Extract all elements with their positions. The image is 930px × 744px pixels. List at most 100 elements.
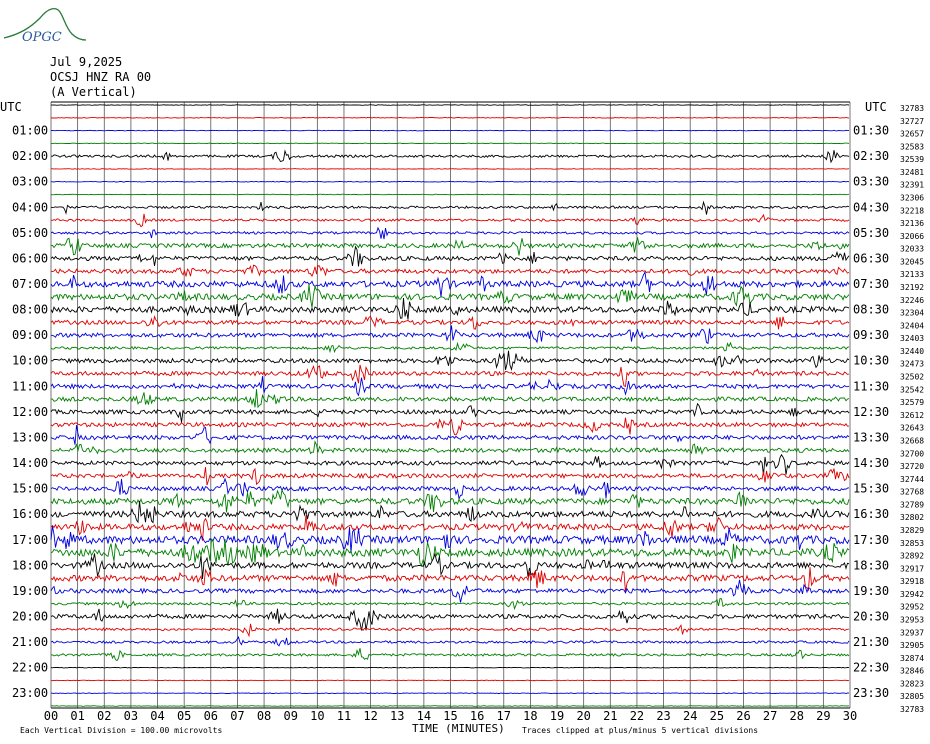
trace-offset-label: 32802 <box>900 513 924 522</box>
seismic-trace <box>50 341 850 354</box>
x-tick-label: 25 <box>710 709 724 723</box>
seismic-trace <box>50 129 849 132</box>
trace-offset-label: 32583 <box>900 142 924 151</box>
seismic-trace <box>50 180 850 183</box>
x-tick-label: 13 <box>390 709 404 723</box>
right-hour-label: 10:30 <box>853 354 889 368</box>
trace-offset-label: 32768 <box>900 488 924 497</box>
trace-offset-label: 32700 <box>900 449 924 458</box>
x-tick-label: 21 <box>603 709 617 723</box>
x-tick-label: 10 <box>310 709 324 723</box>
trace-offset-label: 32133 <box>900 270 924 279</box>
trace-offset-label: 32942 <box>900 590 924 599</box>
x-tick-label: 23 <box>656 709 670 723</box>
seismic-trace <box>50 142 850 145</box>
seismic-trace <box>50 364 850 388</box>
left-hour-label: 04:00 <box>12 200 48 214</box>
seismic-trace <box>50 402 850 423</box>
x-tick-label: 00 <box>44 709 58 723</box>
x-tick-label: 11 <box>337 709 351 723</box>
seismic-trace <box>50 526 850 554</box>
trace-offset-label: 32657 <box>900 130 924 139</box>
trace-offset-label: 32612 <box>900 411 924 420</box>
trace-offset-label: 32744 <box>900 475 924 484</box>
right-hour-label: 19:30 <box>853 584 889 598</box>
x-tick-label: 03 <box>124 709 138 723</box>
trace-offset-labels: 32783 32727 32657 32583 32539 32481 32391 32306… <box>900 104 924 714</box>
right-hour-label: 14:30 <box>853 456 889 470</box>
seismic-trace <box>50 705 850 707</box>
right-hour-label: 21:30 <box>853 635 889 649</box>
x-tick-label: 18 <box>523 709 537 723</box>
trace-offset-label: 32829 <box>900 526 924 535</box>
seismic-trace <box>50 417 850 436</box>
trace-offset-label: 32874 <box>900 654 924 663</box>
right-hour-label: 16:30 <box>853 507 889 521</box>
trace-offset-label: 32066 <box>900 232 924 241</box>
trace-offset-label: 32404 <box>900 321 924 330</box>
seismic-trace <box>50 515 850 541</box>
seismic-trace <box>50 477 850 501</box>
x-tick-label: 07 <box>230 709 244 723</box>
left-hour-label: 05:00 <box>12 226 48 240</box>
seismic-trace <box>51 597 850 611</box>
right-hour-label: 15:30 <box>853 482 889 496</box>
x-axis-label: TIME (MINUTES) <box>412 722 505 735</box>
component-label: (A Vertical) <box>50 85 137 99</box>
trace-offset-label: 32805 <box>900 692 924 701</box>
left-hour-label: 01:00 <box>12 124 48 138</box>
left-hour-label: 22:00 <box>12 661 48 675</box>
right-hour-label: 17:30 <box>853 533 889 547</box>
trace-offset-label: 32727 <box>900 117 924 126</box>
trace-offset-label: 32403 <box>900 334 924 343</box>
left-hour-label: 08:00 <box>12 303 48 317</box>
seismic-trace <box>50 608 850 631</box>
trace-offset-label: 32789 <box>900 500 924 509</box>
trace-offset-label: 32579 <box>900 398 924 407</box>
seismic-trace <box>50 200 850 215</box>
seismic-trace <box>50 237 850 256</box>
left-hour-label: 02:00 <box>12 149 48 163</box>
seismic-trace <box>50 376 850 397</box>
seismic-trace <box>51 692 850 694</box>
trace-offset-label: 32246 <box>900 296 924 305</box>
seismic-trace <box>50 500 850 524</box>
left-hour-label: 21:00 <box>12 635 48 649</box>
seismic-trace <box>50 149 850 164</box>
trace-offset-label: 32953 <box>900 615 924 624</box>
left-hour-label: 16:00 <box>12 507 48 521</box>
seismic-trace <box>50 623 850 638</box>
right-hour-label: 05:30 <box>853 226 889 240</box>
trace-offset-label: 32306 <box>900 194 924 203</box>
trace-offset-label: 32783 <box>900 104 924 113</box>
trace-offset-label: 32136 <box>900 219 924 228</box>
left-hour-labels: 01:00 02:00 03:00 04:00 05:00 06:00 07:00 08:00… <box>12 124 48 701</box>
trace-offset-label: 32045 <box>900 257 924 266</box>
trace-offset-label: 32905 <box>900 641 924 650</box>
trace-offset-label: 32643 <box>900 424 924 433</box>
seismic-trace <box>50 579 850 603</box>
seismic-trace <box>50 270 850 297</box>
right-hour-label: 11:30 <box>853 379 889 393</box>
left-hour-label: 14:00 <box>12 456 48 470</box>
trace-offset-label: 32539 <box>900 155 924 164</box>
x-tick-label: 05 <box>177 709 191 723</box>
trace-offset-label: 32823 <box>900 679 924 688</box>
trace-offset-label: 32952 <box>900 603 924 612</box>
seismic-trace <box>50 552 850 580</box>
seismic-trace <box>50 168 850 170</box>
seismic-trace <box>50 297 850 320</box>
trace-offset-label: 32937 <box>900 628 924 637</box>
right-hour-label: 23:30 <box>853 686 889 700</box>
left-hour-label: 15:00 <box>12 482 48 496</box>
seismic-trace <box>50 648 850 662</box>
x-tick-label: 24 <box>683 709 697 723</box>
x-tick-label: 16 <box>470 709 484 723</box>
scale-footer: Each Vertical Division = 100.00 microvol… <box>20 726 222 735</box>
trace-offset-label: 32473 <box>900 360 924 369</box>
trace-lines <box>50 104 850 707</box>
seismic-trace <box>50 636 850 647</box>
x-tick-labels: 00 01 02 03 04 05 06 07 08 09 10 11 12 13 14 15 16 17 18 19… <box>44 709 857 723</box>
seismic-trace <box>50 350 850 372</box>
x-tick-label: 27 <box>763 709 777 723</box>
